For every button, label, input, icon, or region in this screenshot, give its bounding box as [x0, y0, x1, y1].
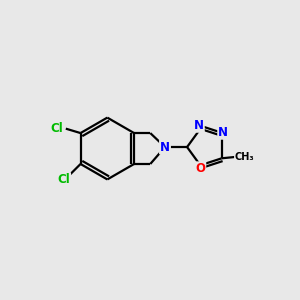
- Text: N: N: [194, 119, 204, 132]
- Text: N: N: [160, 141, 170, 154]
- Text: N: N: [218, 126, 228, 139]
- Text: CH₃: CH₃: [235, 152, 254, 162]
- Text: Cl: Cl: [57, 173, 70, 186]
- Text: O: O: [195, 162, 205, 175]
- Text: Cl: Cl: [50, 122, 63, 135]
